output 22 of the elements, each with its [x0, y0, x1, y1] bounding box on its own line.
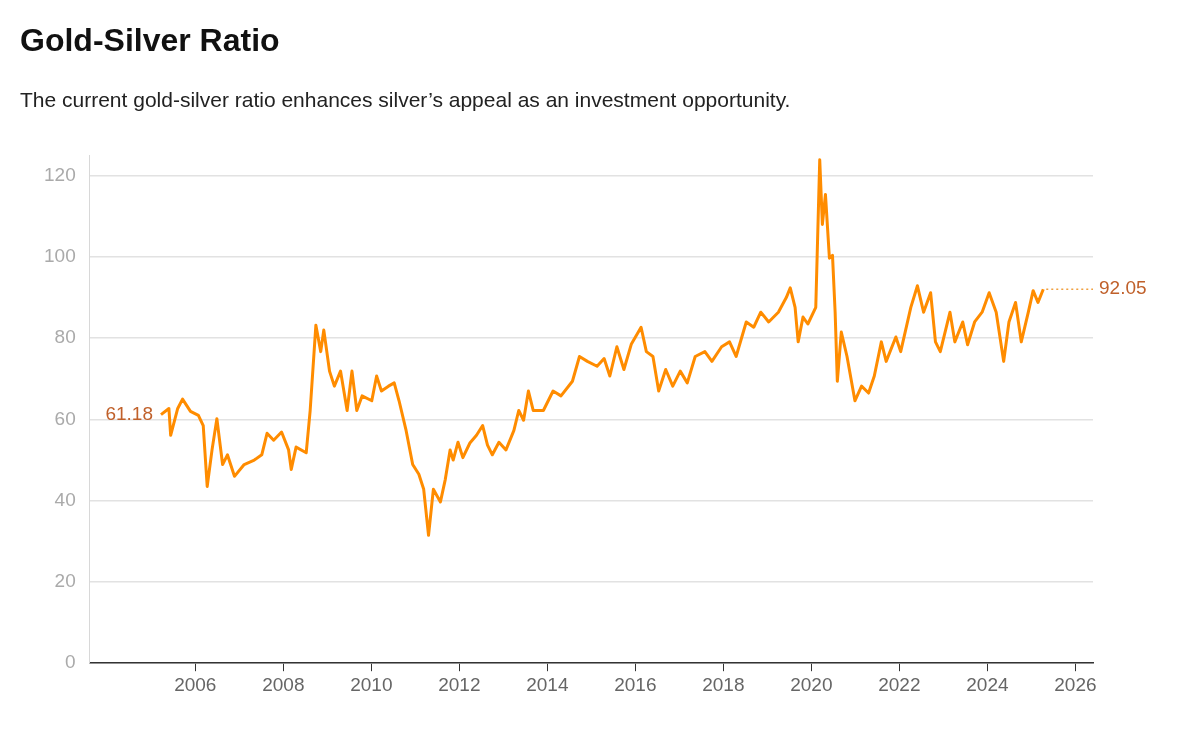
chart-subtitle: The current gold-silver ratio enhances silver’s appeal as an investment opportunity. — [20, 88, 791, 112]
y-tick-label: 20 — [54, 570, 76, 592]
x-tick-label: 2020 — [790, 673, 833, 695]
x-tick-label: 2014 — [526, 673, 569, 695]
y-tick-label: 40 — [54, 488, 76, 510]
x-tick-label: 2016 — [614, 673, 657, 695]
x-tick-label: 2012 — [438, 673, 481, 695]
annotation: 92.05 — [1099, 277, 1147, 299]
x-tick-label: 2022 — [878, 673, 921, 695]
annotation: 61.18 — [105, 402, 153, 424]
y-tick-label: 120 — [44, 163, 76, 185]
y-tick-label: 0 — [65, 651, 76, 673]
x-tick-label: 2026 — [1054, 673, 1097, 695]
x-tick-label: 2006 — [174, 673, 217, 695]
x-tick-label: 2018 — [702, 673, 745, 695]
x-tick-label: 2024 — [966, 673, 1009, 695]
y-tick-label: 80 — [54, 326, 76, 348]
y-tick-label: 60 — [54, 407, 76, 429]
x-tick-label: 2010 — [350, 673, 393, 695]
x-tick-label: 2008 — [262, 673, 305, 695]
chart-title: Gold-Silver Ratio — [20, 22, 280, 59]
y-tick-label: 100 — [44, 245, 76, 267]
